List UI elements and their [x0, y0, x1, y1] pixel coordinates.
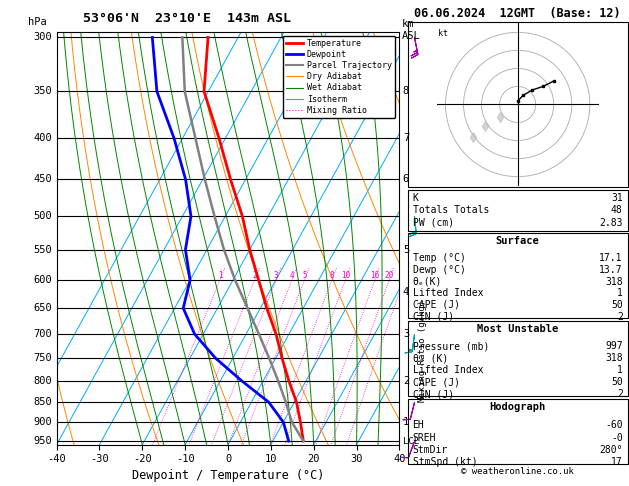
Text: ASL: ASL: [402, 31, 421, 41]
Text: 1: 1: [617, 365, 623, 375]
Text: 8: 8: [330, 271, 334, 280]
Text: Surface: Surface: [496, 236, 540, 246]
Text: 850: 850: [33, 397, 52, 407]
Text: LCL: LCL: [403, 436, 419, 446]
Text: 31: 31: [611, 192, 623, 203]
Text: 600: 600: [33, 275, 52, 285]
Text: 700: 700: [33, 329, 52, 339]
Text: 10: 10: [341, 271, 350, 280]
Text: 06.06.2024  12GMT  (Base: 12): 06.06.2024 12GMT (Base: 12): [415, 7, 621, 20]
Text: © weatheronline.co.uk: © weatheronline.co.uk: [461, 467, 574, 476]
Text: 3: 3: [274, 271, 279, 280]
Text: PW (cm): PW (cm): [413, 218, 454, 228]
Text: 5: 5: [403, 244, 409, 255]
Text: 48: 48: [611, 205, 623, 215]
Text: SREH: SREH: [413, 433, 436, 443]
Text: 997: 997: [605, 342, 623, 351]
Text: 300: 300: [33, 33, 52, 42]
Text: Most Unstable: Most Unstable: [477, 324, 559, 333]
Text: 4: 4: [290, 271, 294, 280]
Text: 20: 20: [385, 271, 394, 280]
Text: 7: 7: [403, 133, 409, 143]
Text: 800: 800: [33, 376, 52, 386]
Text: 16: 16: [370, 271, 379, 280]
Text: 950: 950: [33, 436, 52, 446]
Text: 8: 8: [403, 87, 409, 96]
Text: 2: 2: [617, 389, 623, 399]
Text: 50: 50: [611, 300, 623, 310]
Text: EH: EH: [413, 420, 425, 430]
Text: -60: -60: [605, 420, 623, 430]
Text: -0: -0: [611, 433, 623, 443]
Text: 650: 650: [33, 303, 52, 313]
Text: CAPE (J): CAPE (J): [413, 377, 460, 387]
Text: 1: 1: [218, 271, 223, 280]
Text: θₑ(K): θₑ(K): [413, 277, 442, 287]
Text: 900: 900: [33, 417, 52, 427]
Text: 13.7: 13.7: [599, 265, 623, 275]
Text: kt: kt: [438, 29, 448, 38]
Text: 6: 6: [403, 174, 409, 184]
Text: 53°06'N  23°10'E  143m ASL: 53°06'N 23°10'E 143m ASL: [83, 12, 291, 25]
Text: 17.1: 17.1: [599, 253, 623, 263]
Text: 17: 17: [611, 457, 623, 467]
Text: 3: 3: [403, 329, 409, 339]
Text: Lifted Index: Lifted Index: [413, 288, 483, 298]
Text: 1: 1: [403, 417, 409, 427]
Text: 450: 450: [33, 174, 52, 184]
Text: 500: 500: [33, 211, 52, 221]
Text: km: km: [402, 19, 415, 29]
Legend: Temperature, Dewpoint, Parcel Trajectory, Dry Adiabat, Wet Adiabat, Isotherm, Mi: Temperature, Dewpoint, Parcel Trajectory…: [283, 36, 395, 118]
Text: θₑ (K): θₑ (K): [413, 353, 448, 364]
Text: 318: 318: [605, 353, 623, 364]
Text: K: K: [413, 192, 418, 203]
Text: CAPE (J): CAPE (J): [413, 300, 460, 310]
Text: 280°: 280°: [599, 445, 623, 455]
Text: CIN (J): CIN (J): [413, 312, 454, 322]
Text: Totals Totals: Totals Totals: [413, 205, 489, 215]
Text: 5: 5: [303, 271, 307, 280]
Text: 750: 750: [33, 353, 52, 363]
Text: Temp (°C): Temp (°C): [413, 253, 465, 263]
Text: hPa: hPa: [28, 17, 47, 27]
Text: StmDir: StmDir: [413, 445, 448, 455]
Text: Dewp (°C): Dewp (°C): [413, 265, 465, 275]
Text: 350: 350: [33, 87, 52, 96]
Text: 2: 2: [617, 312, 623, 322]
Text: 50: 50: [611, 377, 623, 387]
Text: Pressure (mb): Pressure (mb): [413, 342, 489, 351]
Text: 2.83: 2.83: [599, 218, 623, 228]
Text: Mixing Ratio (g/kg): Mixing Ratio (g/kg): [418, 300, 428, 402]
X-axis label: Dewpoint / Temperature (°C): Dewpoint / Temperature (°C): [132, 469, 324, 482]
Text: 318: 318: [605, 277, 623, 287]
Text: Lifted Index: Lifted Index: [413, 365, 483, 375]
Text: Hodograph: Hodograph: [489, 401, 546, 412]
Text: 400: 400: [33, 133, 52, 143]
Text: 4: 4: [403, 287, 409, 296]
Text: 2: 2: [403, 376, 409, 386]
Text: StmSpd (kt): StmSpd (kt): [413, 457, 477, 467]
Text: 1: 1: [617, 288, 623, 298]
Text: 550: 550: [33, 244, 52, 255]
Text: 2: 2: [252, 271, 257, 280]
Text: CIN (J): CIN (J): [413, 389, 454, 399]
